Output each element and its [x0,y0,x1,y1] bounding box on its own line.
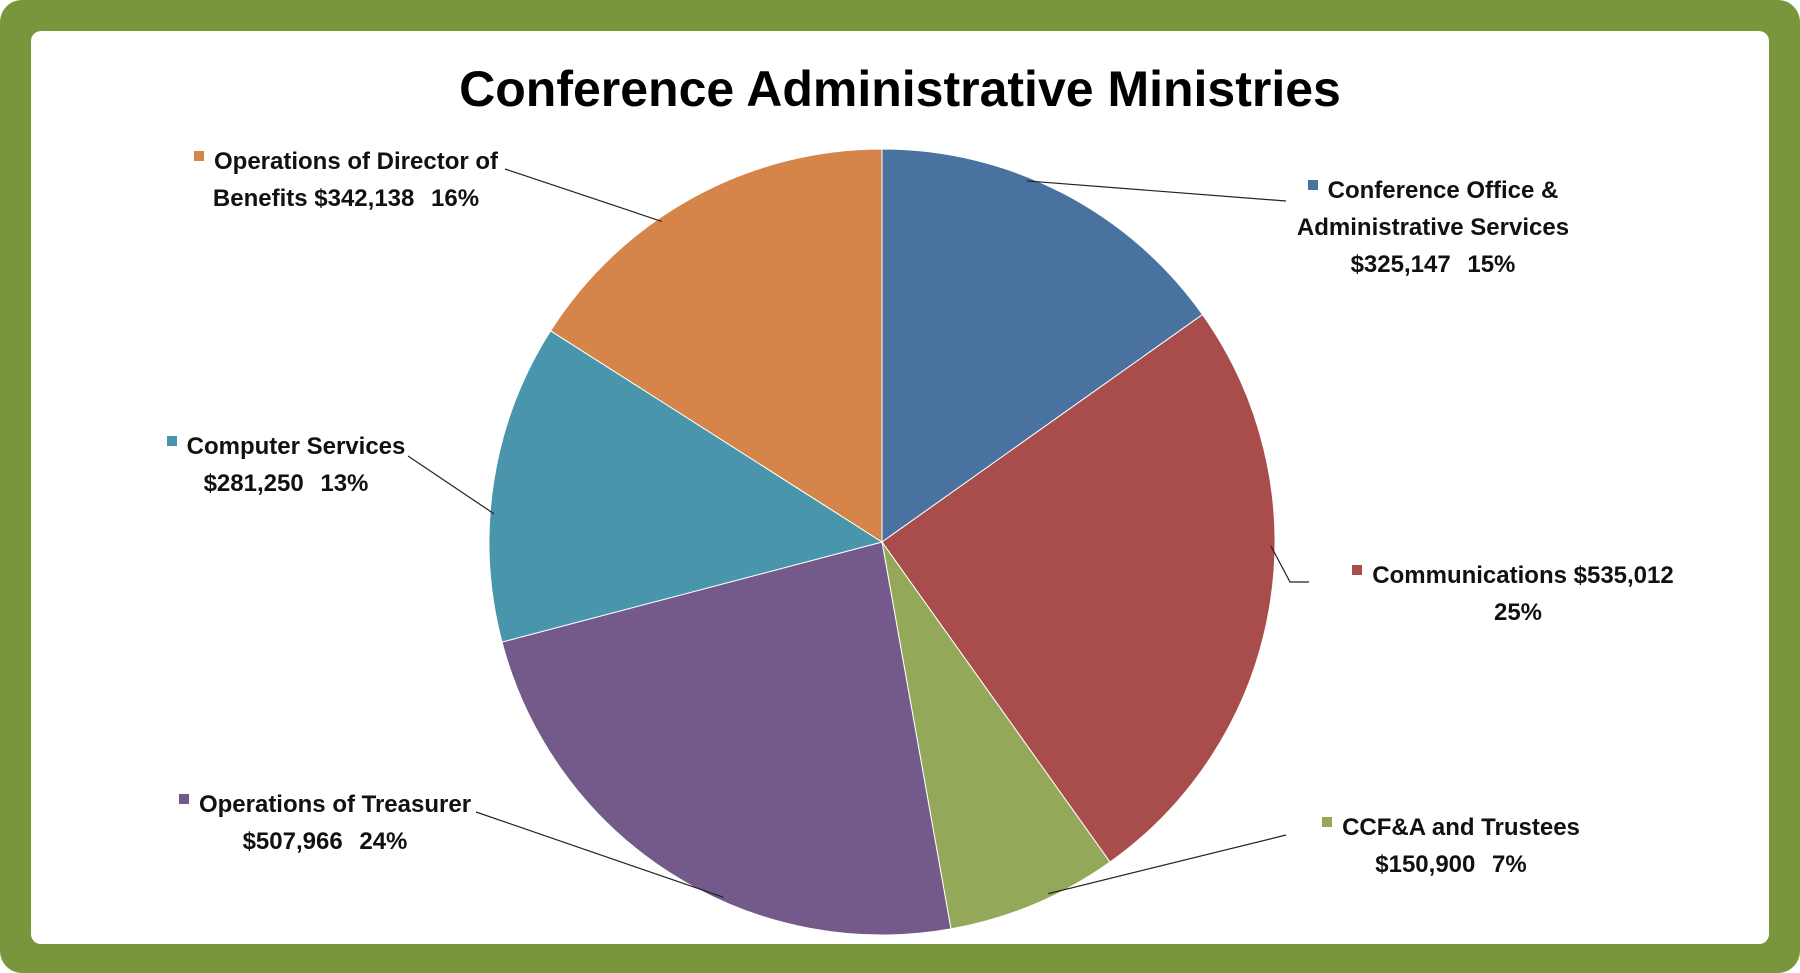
leader-line [504,168,662,222]
legend-key [193,151,204,161]
percent-label: 16% [431,185,480,212]
percent-label: 13% [320,470,369,497]
pie-slice [488,330,884,643]
category-label: CCF&A and Trustees [1342,814,1580,841]
category-label: Conference Office & Administrative Servi… [1296,177,1570,241]
category-label: Operations of Director of Benefits [212,148,499,212]
value-label: $342,138 [314,185,415,212]
pie-slice [881,148,1204,543]
value-label: $150,900 [1375,851,1476,878]
chart-title: Conference Administrative Ministries [459,61,1341,117]
percent-label: 15% [1467,251,1516,278]
percent-label: 25% [1493,599,1543,626]
leader-line [475,811,724,898]
percent-label: 7% [1492,851,1527,878]
pie-slice [881,313,1276,863]
pie-slice [549,148,883,543]
data-label: Conference Office & Administrative Servi… [1263,172,1603,283]
value-label: $281,250 [203,470,304,497]
value-label: $325,147 [1350,251,1451,278]
data-label: Operations of Director of Benefits $342,… [161,143,531,217]
legend-key [1307,180,1318,190]
leader-line [407,455,495,515]
value-label: $535,012 [1573,562,1674,589]
data-label: CCF&A and Trustees $150,900 7% [1306,809,1596,883]
percent-label: 24% [359,828,408,855]
legend-key [166,436,177,446]
data-label: Computer Services $281,250 13% [151,428,421,502]
pie-slice [881,541,1111,930]
value-label: $507,966 [242,828,343,855]
category-label: Communications [1372,562,1567,589]
legend-key [1322,817,1333,827]
data-label: Operations of Treasurer $507,966 24% [170,786,480,860]
data-label: Communications $535,012 25% [1333,557,1703,631]
category-label: Operations of Treasurer [198,791,472,818]
leader-line [1026,180,1287,202]
category-label: Computer Services [186,433,406,460]
leader-line [1048,834,1287,895]
legend-key [1352,565,1363,575]
legend-key [178,794,189,804]
pie-slice [501,541,952,936]
leader-line [1270,545,1309,583]
